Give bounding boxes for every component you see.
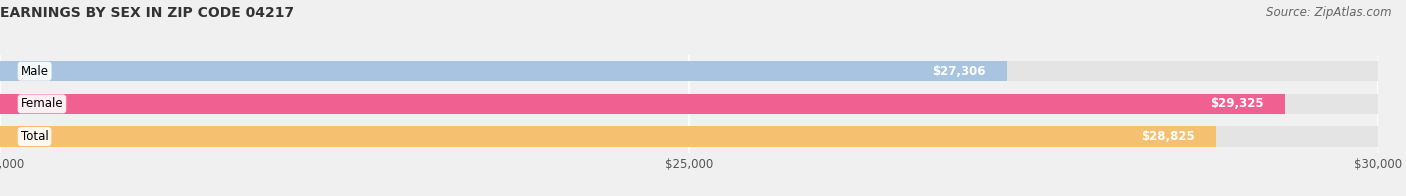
Text: $29,325: $29,325 bbox=[1211, 97, 1264, 110]
Text: Female: Female bbox=[21, 97, 63, 110]
Bar bbox=[0, 94, 1378, 114]
Text: $27,306: $27,306 bbox=[932, 65, 986, 78]
Text: Total: Total bbox=[21, 130, 48, 143]
Text: Source: ZipAtlas.com: Source: ZipAtlas.com bbox=[1267, 6, 1392, 19]
Text: EARNINGS BY SEX IN ZIP CODE 04217: EARNINGS BY SEX IN ZIP CODE 04217 bbox=[0, 6, 294, 20]
Bar bbox=[0, 61, 1007, 81]
Text: $28,825: $28,825 bbox=[1142, 130, 1195, 143]
Bar bbox=[0, 126, 1378, 147]
Text: Male: Male bbox=[21, 65, 49, 78]
Bar bbox=[0, 126, 1216, 147]
Bar bbox=[0, 94, 1285, 114]
Bar bbox=[0, 61, 1378, 81]
